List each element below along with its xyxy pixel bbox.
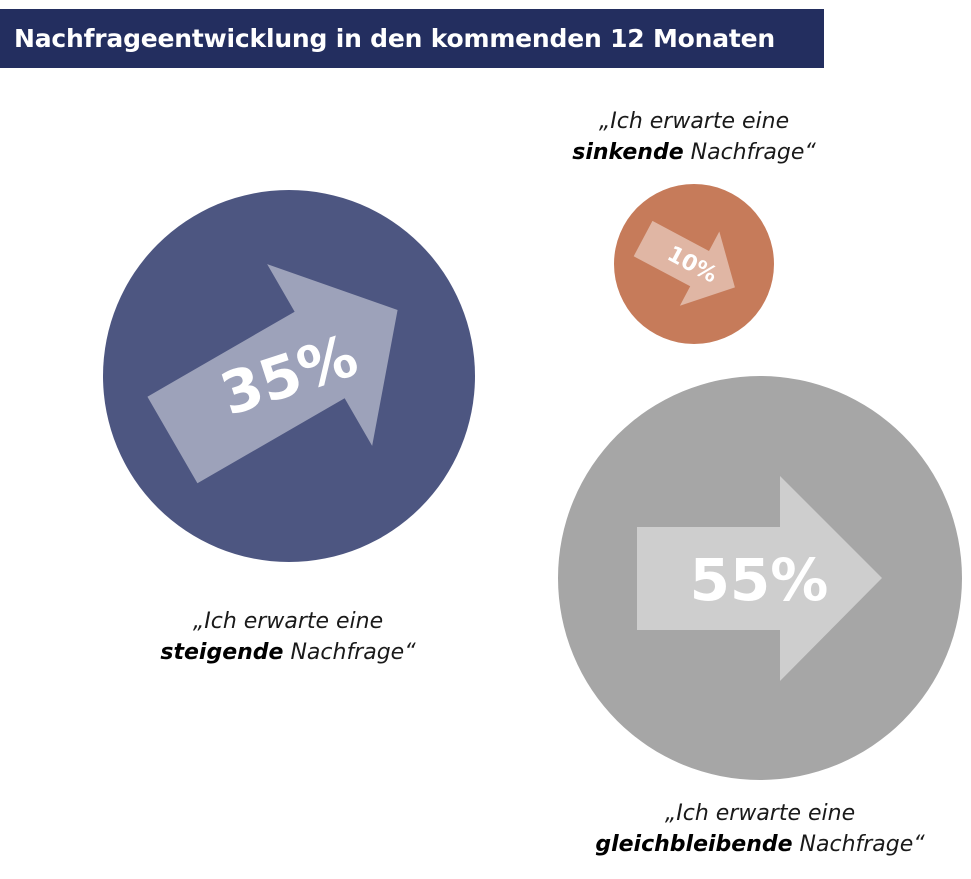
caption-rising-rest: Nachfrage“	[283, 640, 416, 665]
bubble-circle-falling	[614, 184, 774, 344]
bubble-circle-rising	[103, 190, 475, 562]
caption-falling-line2: sinkende Nachfrage“	[572, 137, 816, 168]
caption-steady-rest: Nachfrage“	[792, 832, 925, 857]
bubble-steady: 55%	[558, 376, 962, 780]
caption-steady-line2: gleichbleibende Nachfrage“	[595, 829, 924, 860]
caption-rising-keyword: steigende	[160, 640, 284, 665]
caption-rising: „Ich erwarte eine steigende Nachfrage“	[160, 606, 415, 668]
caption-steady-keyword: gleichbleibende	[595, 832, 793, 857]
arrow-right-icon	[637, 476, 882, 681]
arrow-up-right-icon	[147, 264, 398, 484]
title-bar: Nachfrageentwicklung in den kommenden 12…	[0, 9, 824, 68]
caption-steady: „Ich erwarte eine gleichbleibende Nachfr…	[595, 798, 924, 860]
arrow-down-right-icon	[633, 220, 735, 306]
page-title: Nachfrageentwicklung in den kommenden 12…	[14, 24, 775, 53]
bubble-label-steady: 55%	[690, 546, 829, 614]
caption-rising-line2: steigende Nachfrage“	[160, 637, 415, 668]
bubble-circle-steady	[558, 376, 962, 780]
caption-falling-line1: „Ich erwarte eine	[598, 109, 790, 134]
bubble-falling: 10%	[614, 184, 774, 344]
caption-falling-rest: Nachfrage“	[683, 140, 816, 165]
caption-rising-line1: „Ich erwarte eine	[192, 609, 384, 634]
caption-falling-keyword: sinkende	[572, 140, 684, 165]
caption-steady-line1: „Ich erwarte eine	[664, 801, 856, 826]
caption-falling: „Ich erwarte eine sinkende Nachfrage“	[572, 106, 816, 168]
bubble-rising: 35%	[103, 190, 475, 562]
